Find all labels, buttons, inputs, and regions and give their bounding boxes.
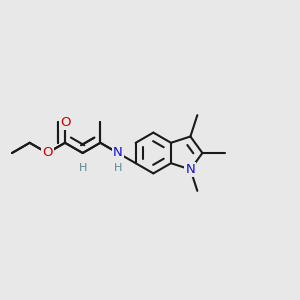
Text: H: H xyxy=(79,163,87,173)
Text: H: H xyxy=(114,163,122,173)
Text: N: N xyxy=(185,163,195,176)
Text: O: O xyxy=(60,116,70,129)
Text: O: O xyxy=(42,146,52,160)
Text: N: N xyxy=(113,146,123,160)
